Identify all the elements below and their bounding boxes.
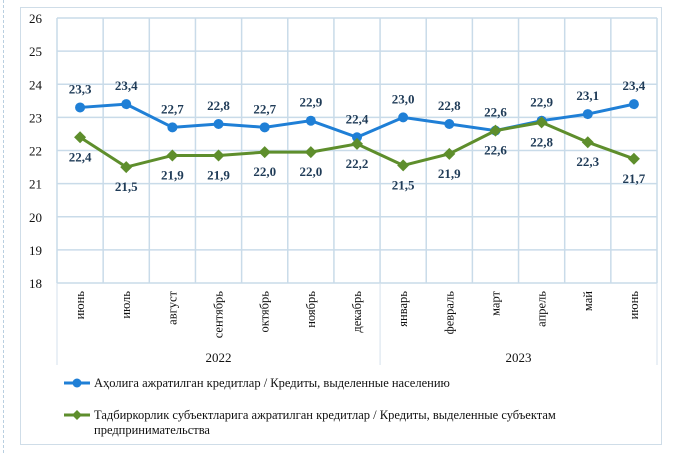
data-point-diamond	[489, 124, 502, 137]
data-label: 22,2	[346, 156, 369, 171]
data-point-circle	[582, 109, 593, 120]
data-point-diamond	[166, 149, 179, 162]
data-label: 22,7	[253, 101, 276, 116]
x-tick-label: август	[165, 290, 179, 324]
data-label: 21,9	[207, 167, 230, 182]
data-label: 22,9	[530, 95, 553, 110]
y-tick-label: 18	[29, 276, 42, 291]
x-tick-label: июнь	[627, 291, 641, 320]
y-tick-label: 24	[29, 77, 43, 92]
data-label: 23,4	[115, 78, 138, 93]
data-point-circle	[444, 119, 455, 129]
data-point-diamond	[535, 116, 548, 129]
data-point-circle	[628, 99, 639, 110]
data-label: 21,7	[623, 171, 646, 186]
x-tick-label: март	[488, 290, 502, 315]
data-point-circle	[121, 99, 132, 110]
x-tick-label: декабрь	[350, 291, 364, 333]
data-point-diamond	[351, 137, 363, 150]
data-point-diamond	[443, 147, 456, 160]
data-label: 23,4	[623, 78, 646, 93]
data-point-circle	[398, 112, 409, 123]
data-point-diamond	[627, 152, 640, 165]
x-tick-label: февраль	[442, 291, 456, 335]
y-tick-label: 23	[29, 110, 42, 125]
data-point-diamond	[581, 136, 594, 149]
legend-item-businesses: Тадбиркорлик субъектларига ажратилган кр…	[62, 408, 622, 438]
data-label: 22,0	[253, 164, 276, 179]
year-group-label: 2023	[506, 350, 532, 365]
data-label: 21,5	[392, 177, 415, 192]
data-point-diamond	[74, 131, 87, 144]
x-tick-label: январь	[396, 291, 410, 327]
legend-label: Аҳолига ажратилган кредитлар / Кредиты, …	[94, 376, 450, 390]
x-tick-label: апрель	[535, 291, 549, 327]
data-label: 23,1	[576, 88, 599, 103]
data-label: 22,8	[438, 98, 461, 113]
data-point-diamond	[397, 159, 410, 172]
data-point-diamond	[120, 161, 133, 174]
data-point-diamond	[212, 149, 225, 162]
data-label: 22,6	[484, 105, 507, 120]
data-label: 22,4	[69, 149, 92, 164]
data-point-circle	[352, 132, 362, 143]
legend-diamond-marker-icon	[64, 410, 90, 420]
legend-item-households: Аҳолига ажратилган кредитлар / Кредиты, …	[62, 376, 450, 391]
x-tick-label: октябрь	[258, 291, 272, 333]
data-label: 23,3	[69, 81, 92, 96]
y-tick-label: 25	[29, 44, 42, 59]
data-point-circle	[167, 122, 178, 133]
x-tick-label: июнь	[73, 291, 87, 320]
x-tick-label: июль	[119, 291, 133, 319]
legend-circle-marker-icon	[64, 378, 90, 388]
y-tick-label: 26	[29, 11, 43, 26]
data-label: 22,8	[207, 98, 230, 113]
data-point-diamond	[304, 146, 317, 159]
data-point-circle	[259, 122, 270, 133]
data-label: 22,0	[299, 164, 322, 179]
data-label: 22,6	[484, 143, 507, 158]
data-label: 22,8	[530, 134, 553, 149]
data-label: 22,9	[299, 95, 322, 110]
y-tick-label: 20	[29, 210, 42, 225]
data-label: 22,3	[576, 154, 599, 169]
data-label: 21,9	[438, 166, 461, 181]
data-label: 22,7	[161, 101, 184, 116]
legend-label: Тадбиркорлик субъектларига ажратилган кр…	[94, 408, 556, 437]
x-tick-label: май	[581, 291, 595, 311]
x-tick-label: сентябрь	[212, 291, 226, 339]
data-point-circle	[213, 119, 224, 129]
y-tick-label: 19	[29, 243, 42, 258]
data-label: 22,4	[346, 111, 369, 126]
data-point-diamond	[258, 146, 271, 159]
data-point-circle	[75, 102, 86, 113]
y-tick-label: 21	[29, 177, 42, 192]
year-group-label: 2022	[206, 350, 232, 365]
data-label: 23,0	[392, 91, 415, 106]
x-tick-label: ноябрь	[304, 291, 318, 328]
chart-frame	[20, 7, 662, 445]
data-label: 21,9	[161, 167, 184, 182]
data-point-circle	[305, 115, 316, 126]
data-label: 21,5	[115, 179, 138, 194]
y-tick-label: 22	[29, 144, 42, 159]
page-margin-guide	[3, 0, 4, 453]
